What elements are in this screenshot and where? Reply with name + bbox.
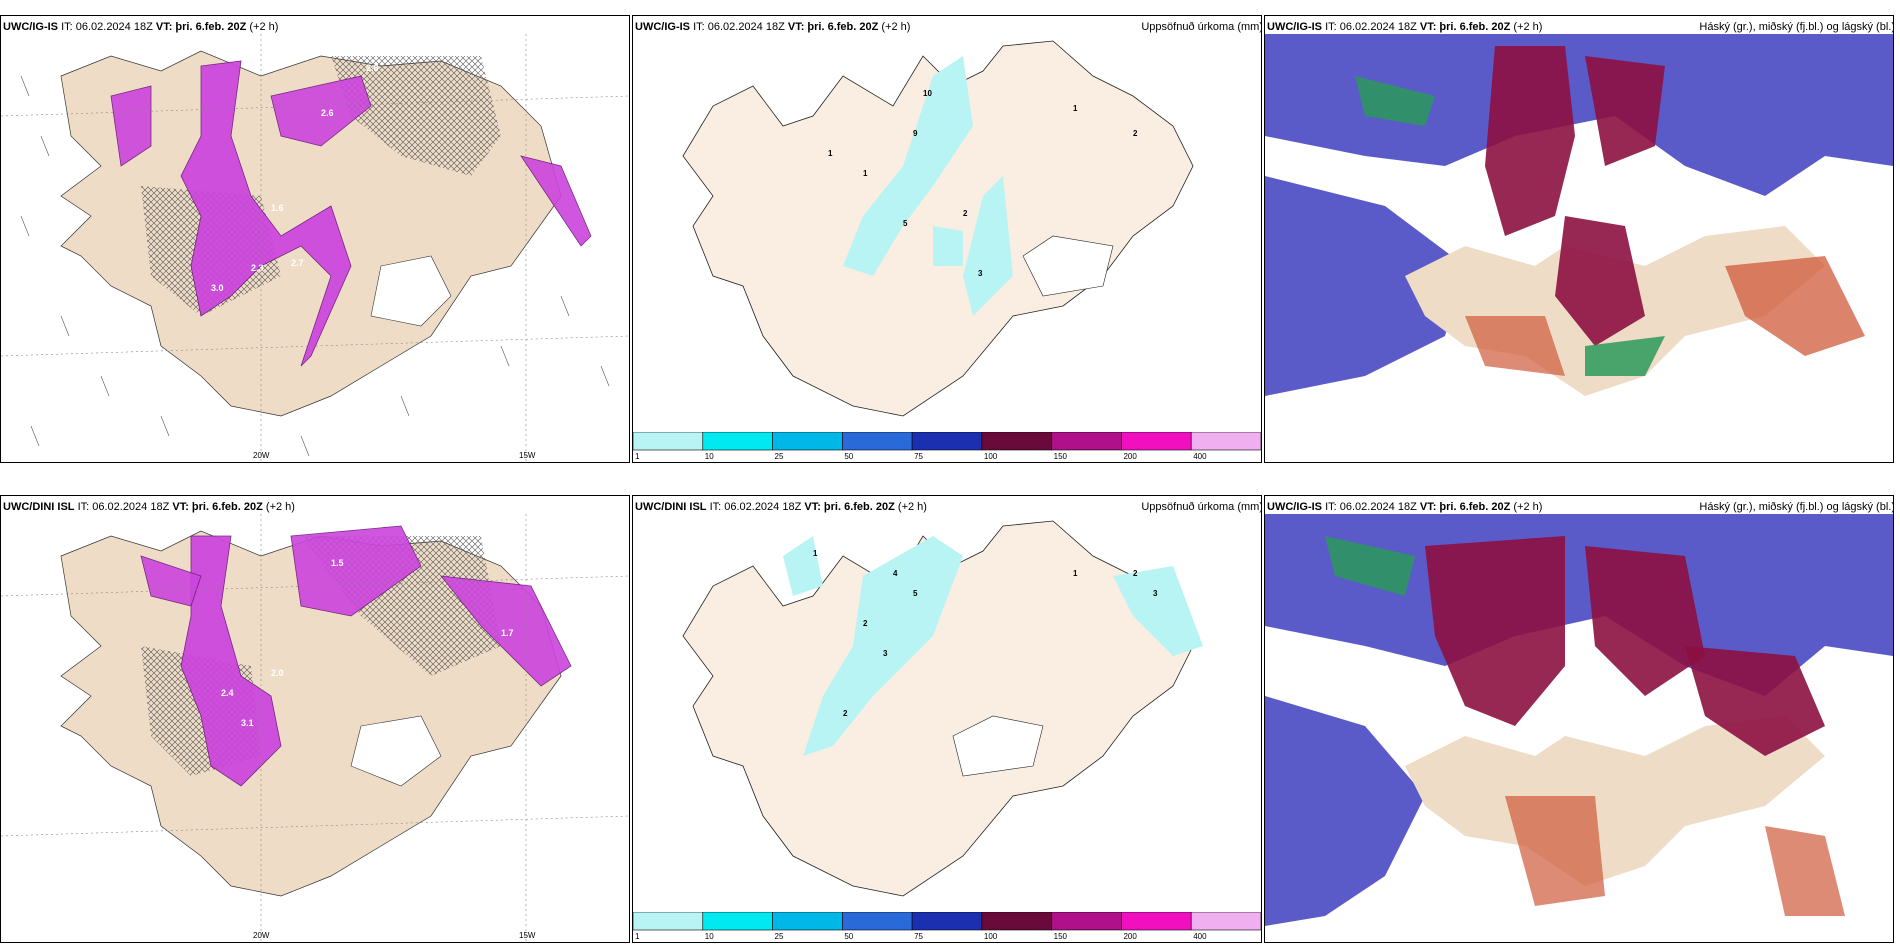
svg-text:4: 4	[893, 569, 898, 578]
legend-swatch	[911, 912, 983, 931]
legend-swatch	[842, 912, 913, 931]
legend-swatch	[1051, 912, 1122, 931]
svg-text:5: 5	[913, 589, 918, 598]
panel-bottom-wind: UWC/DINI ISL IT: 06.02.2024 18Z VT: þri.…	[0, 495, 630, 943]
legend-swatch	[1121, 432, 1192, 451]
svg-text:10: 10	[923, 89, 932, 98]
wind-snow-map: 2.7 2.3 3.0 1.6 2.6 2.8 20W 15W	[1, 34, 629, 462]
svg-text:2.0: 2.0	[271, 668, 284, 678]
wind-snow-map: 2.0 2.4 3.1 1.5 1.7 20W 15W	[1, 514, 629, 942]
legend-tick-label: 150	[1054, 452, 1068, 461]
svg-text:2: 2	[1133, 129, 1138, 138]
legend-tick-label: 75	[914, 452, 923, 461]
legend-swatch	[633, 912, 704, 931]
svg-text:2.8: 2.8	[366, 63, 379, 73]
legend-swatch	[1121, 912, 1192, 931]
svg-text:3: 3	[978, 269, 983, 278]
legend-swatch	[702, 912, 773, 931]
precip-legend: 1 10 25 50 75 100 150 200 400	[633, 912, 1261, 941]
legend-swatch	[702, 432, 773, 451]
svg-text:3: 3	[883, 649, 888, 658]
svg-text:2: 2	[863, 619, 868, 628]
lon-label: 20W	[253, 451, 270, 460]
svg-text:1: 1	[828, 149, 833, 158]
precip-map: 9 10 5 2 3 1 1 2 1	[682, 40, 1194, 417]
panel-top-clouds: UWC/IG-IS IT: 06.02.2024 18Z VT: þri. 6.…	[1264, 15, 1894, 463]
svg-text:2.3: 2.3	[251, 263, 264, 273]
legend-tick-label: 25	[775, 932, 784, 941]
panel-header: UWC/IG-IS IT: 06.02.2024 18Z VT: þri. 6.…	[1267, 21, 1894, 33]
legend-swatch	[772, 912, 843, 931]
legend-tick-label: 50	[844, 452, 853, 461]
cloud-map	[1265, 34, 1893, 462]
legend-swatch	[842, 432, 913, 451]
legend-tick-label: 1	[635, 452, 640, 461]
svg-text:1: 1	[1073, 569, 1078, 578]
lon-label: 15W	[519, 931, 536, 940]
legend-tick-label: 10	[705, 452, 714, 461]
svg-text:2.7: 2.7	[291, 258, 304, 268]
lon-label: 20W	[253, 931, 270, 940]
svg-text:1: 1	[863, 169, 868, 178]
panel-header: UWC/DINI ISL IT: 06.02.2024 18Z VT: þri.…	[635, 501, 1262, 513]
legend-swatch	[1051, 432, 1122, 451]
land	[1405, 716, 1825, 886]
lon-label: 15W	[519, 451, 536, 460]
legend-tick-label: 150	[1054, 932, 1068, 941]
panel-header: UWC/IG-IS IT: 06.02.2024 18Z VT: þri. 6.…	[3, 21, 279, 33]
legend-tick-label: 200	[1123, 452, 1137, 461]
svg-text:1: 1	[813, 549, 818, 558]
panel-bottom-clouds: UWC/IG-IS IT: 06.02.2024 18Z VT: þri. 6.…	[1264, 495, 1894, 943]
svg-text:2.6: 2.6	[321, 108, 334, 118]
legend-swatch	[1190, 912, 1261, 931]
svg-text:5: 5	[903, 219, 908, 228]
panel-top-wind: UWC/IG-IS IT: 06.02.2024 18Z VT: þri. 6.…	[0, 15, 630, 463]
svg-text:2.4: 2.4	[221, 688, 234, 698]
legend-tick-label: 400	[1193, 932, 1207, 941]
panel-bottom-precip: UWC/DINI ISL IT: 06.02.2024 18Z VT: þri.…	[632, 495, 1262, 943]
panel-header: UWC/IG-IS IT: 06.02.2024 18Z VT: þri. 6.…	[635, 21, 1262, 33]
legend-swatch	[772, 432, 843, 451]
legend-swatch	[911, 432, 983, 451]
snow-band	[180, 60, 352, 367]
legend-tick-label: 10	[705, 932, 714, 941]
cloud-map	[1265, 514, 1893, 942]
legend-tick-label: 50	[844, 932, 853, 941]
svg-text:1.6: 1.6	[271, 203, 284, 213]
legend-swatch	[633, 432, 704, 451]
legend-tick-label: 200	[1123, 932, 1137, 941]
precip-legend: 1 10 25 50 75 100 150 200 400	[633, 432, 1261, 461]
legend-tick-label: 1	[635, 932, 640, 941]
legend-tick-label: 100	[984, 932, 998, 941]
legend-tick-label: 100	[984, 452, 998, 461]
svg-text:3: 3	[1153, 589, 1158, 598]
legend-tick-label: 25	[775, 452, 784, 461]
svg-text:1.5: 1.5	[331, 558, 344, 568]
svg-text:9: 9	[913, 129, 918, 138]
legend-tick-label: 400	[1193, 452, 1207, 461]
legend-tick-label: 75	[914, 932, 923, 941]
svg-text:2: 2	[963, 209, 968, 218]
svg-text:1.7: 1.7	[501, 628, 514, 638]
panel-header: UWC/DINI ISL IT: 06.02.2024 18Z VT: þri.…	[3, 501, 295, 513]
svg-text:3.0: 3.0	[211, 283, 224, 293]
panel-header: UWC/IG-IS IT: 06.02.2024 18Z VT: þri. 6.…	[1267, 501, 1894, 513]
legend-swatch	[1190, 432, 1261, 451]
legend-swatch	[981, 912, 1052, 931]
legend-swatch	[981, 432, 1052, 451]
precip-map: 4 5 2 3 2 3 2 1 1	[682, 520, 1203, 897]
svg-text:2: 2	[1133, 569, 1138, 578]
panel-top-precip: UWC/IG-IS IT: 06.02.2024 18Z VT: þri. 6.…	[632, 15, 1262, 463]
svg-text:1: 1	[1073, 104, 1078, 113]
svg-text:3.1: 3.1	[241, 718, 254, 728]
svg-text:2: 2	[843, 709, 848, 718]
